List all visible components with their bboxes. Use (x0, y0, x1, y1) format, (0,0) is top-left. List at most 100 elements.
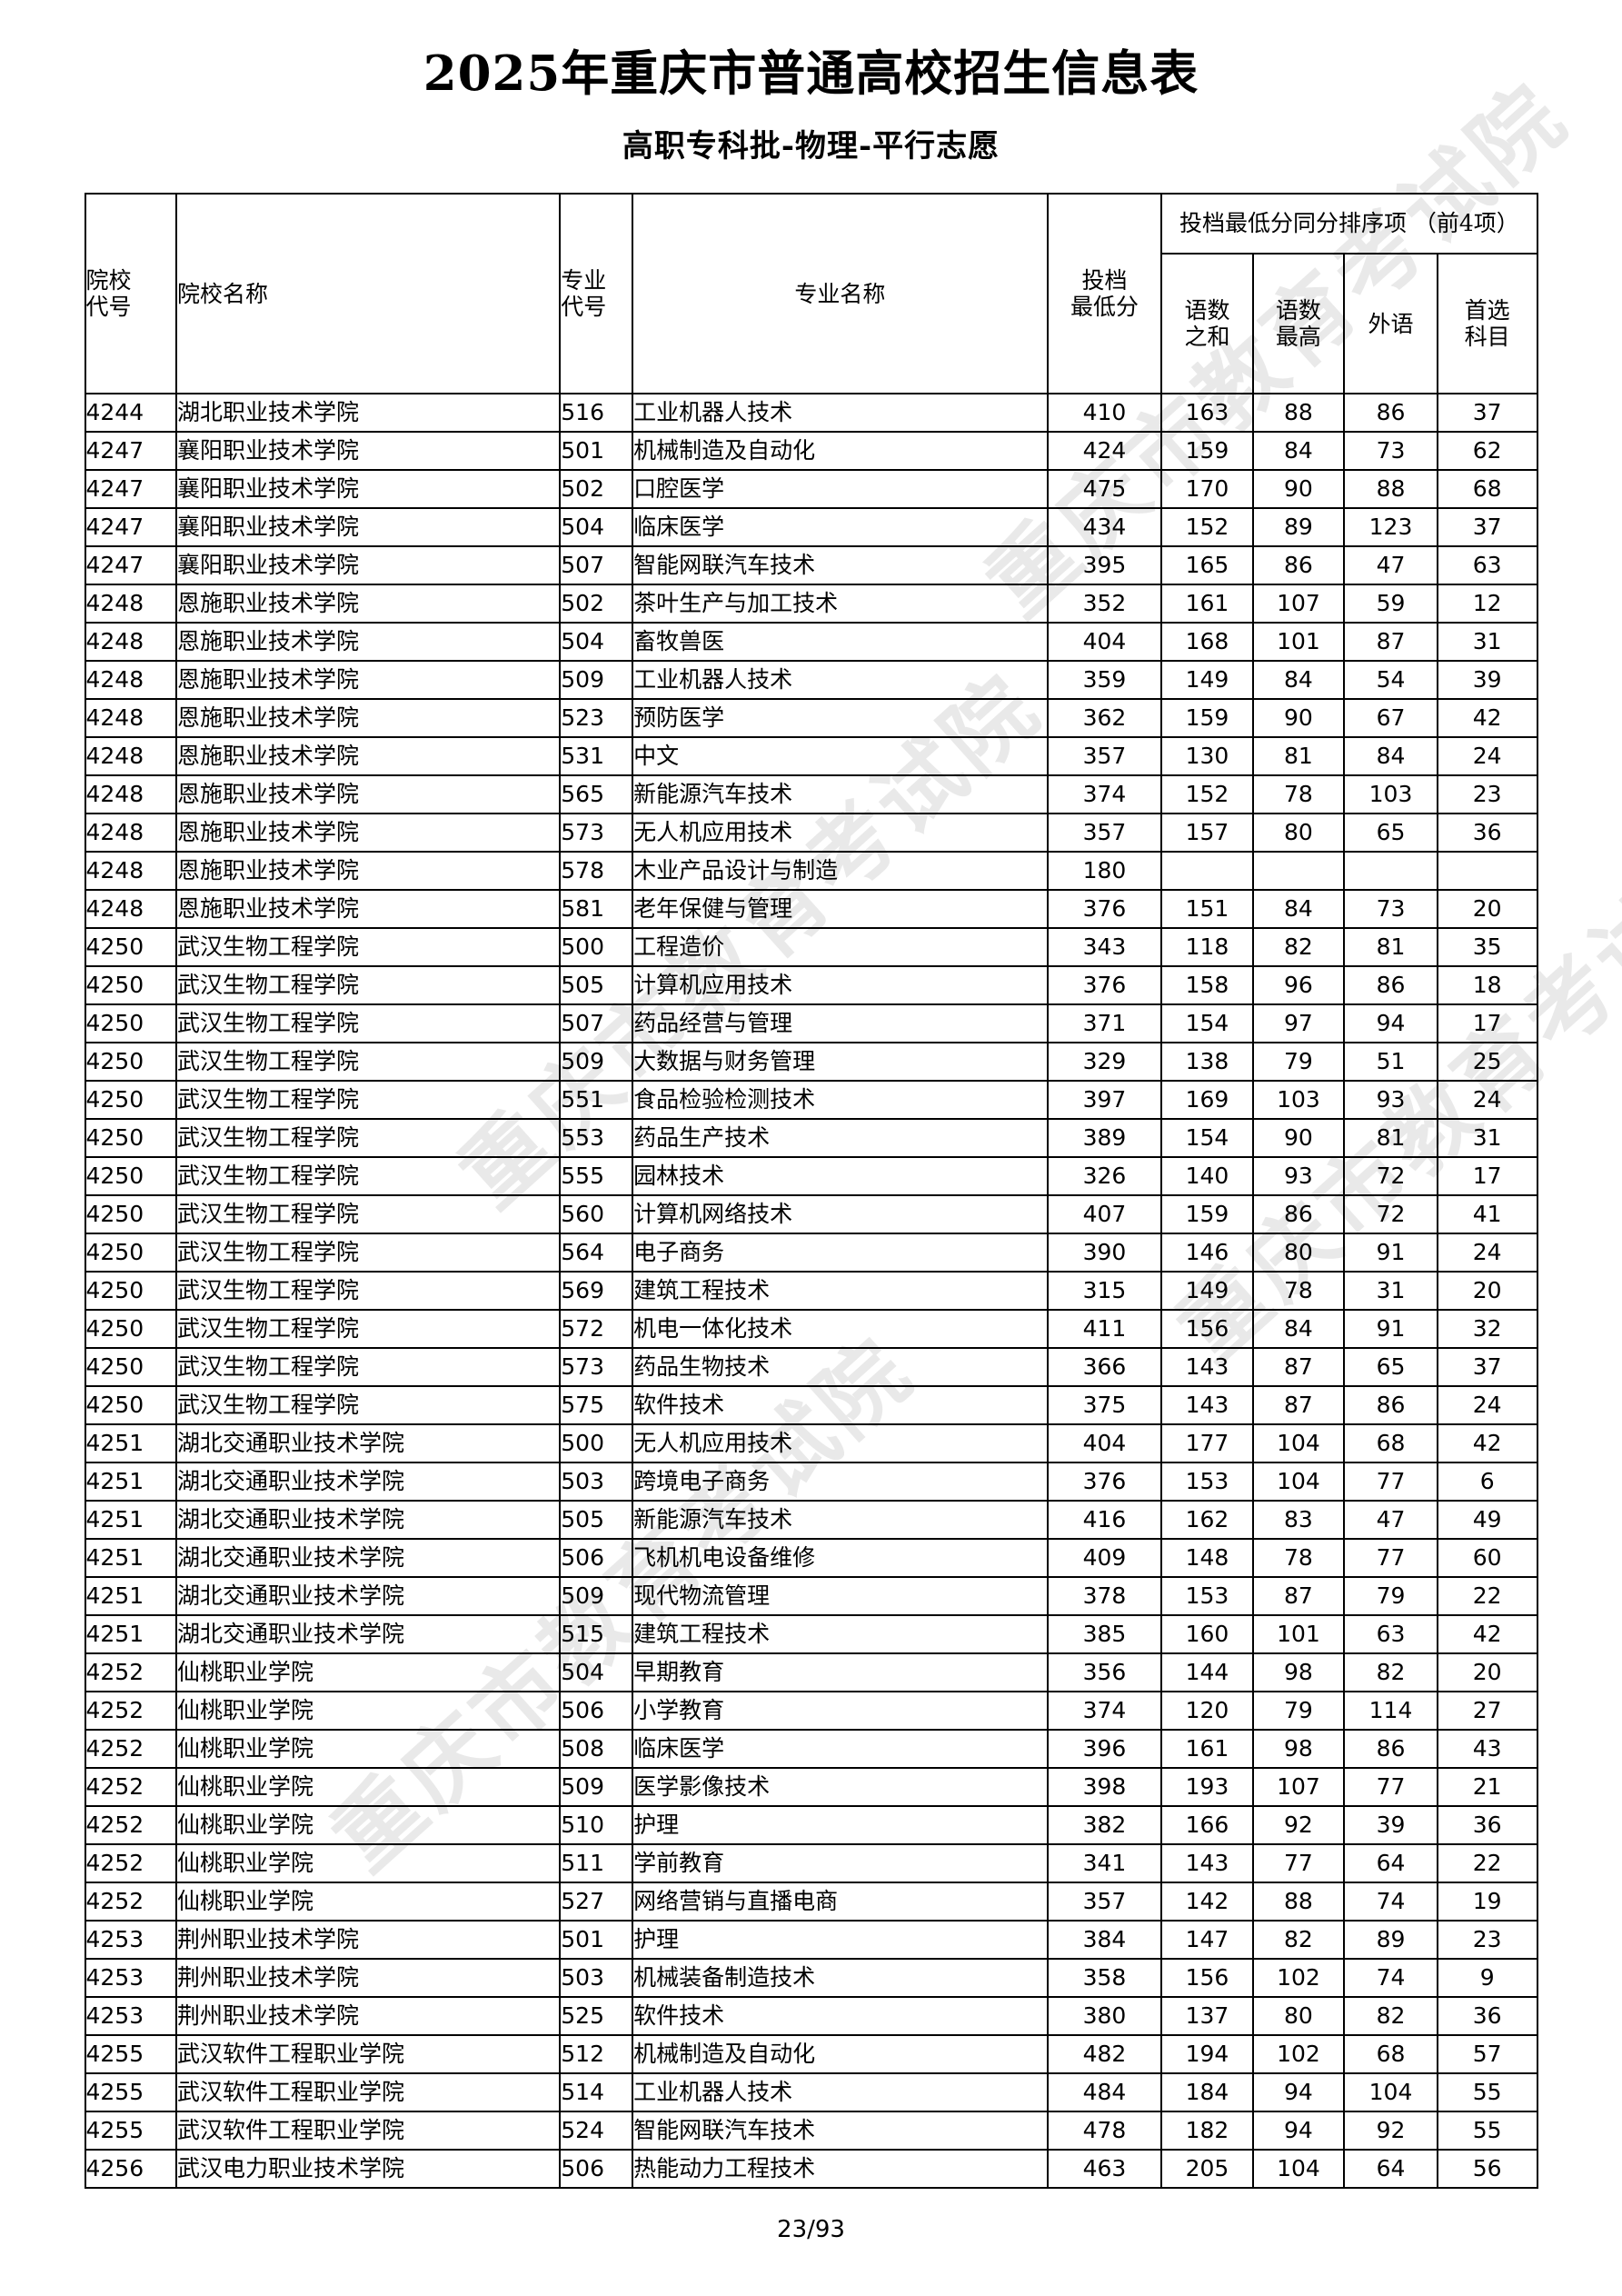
cell-min-score: 376 (1046, 889, 1163, 930)
cell-major-code: 504 (559, 507, 634, 548)
cell-min-score: 395 (1046, 545, 1163, 586)
table-row: 4252 仙桃职业学院 527 网络营销与直播电商 357 142 88 74 19 (84, 1882, 1538, 1922)
col-header-tiebreak-1: 语数 之和 (1160, 253, 1254, 395)
table-row: 4251 湖北交通职业技术学院 500 无人机应用技术 404 177 104 68 42 (84, 1423, 1538, 1464)
col-header-major-code-line1: 专业 (561, 266, 607, 294)
cell-min-score: 357 (1046, 813, 1163, 854)
cell-tiebreak-3: 84 (1343, 736, 1438, 777)
table-row: 4250 武汉生物工程学院 507 药品经营与管理 371 154 97 94 17 (84, 1003, 1538, 1044)
cell-major-name: 预防医学 (632, 698, 1049, 739)
cell-tiebreak-3: 65 (1343, 1347, 1438, 1388)
cell-school-name: 湖北交通职业技术学院 (174, 1500, 562, 1541)
cell-tiebreak-2: 84 (1251, 889, 1346, 930)
cell-tiebreak-1: 163 (1160, 393, 1254, 434)
cell-tiebreak-3: 73 (1343, 889, 1438, 930)
cell-tiebreak-3: 86 (1343, 965, 1438, 1006)
cell-min-score: 409 (1046, 1538, 1163, 1579)
cell-tiebreak-3: 77 (1343, 1767, 1438, 1808)
table-row: 4247 襄阳职业技术学院 507 智能网联汽车技术 395 165 86 47 63 (84, 545, 1538, 586)
cell-school-name: 襄阳职业技术学院 (174, 469, 562, 510)
table-row: 4247 襄阳职业技术学院 502 口腔医学 475 170 90 88 68 (84, 469, 1538, 510)
cell-tiebreak-1: 194 (1160, 2034, 1254, 2075)
cell-tiebreak-4: 9 (1436, 1958, 1538, 1999)
table-row: 4250 武汉生物工程学院 509 大数据与财务管理 329 138 79 51 25 (84, 1042, 1538, 1083)
cell-min-score: 329 (1046, 1042, 1163, 1083)
cell-tiebreak-4: 6 (1436, 1462, 1538, 1502)
cell-major-code: 506 (559, 1691, 634, 1732)
table-row: 4248 恩施职业技术学院 502 茶叶生产与加工技术 352 161 107 59 12 (84, 584, 1538, 624)
cell-tiebreak-1: 168 (1160, 622, 1254, 663)
cell-tiebreak-4: 20 (1436, 889, 1538, 930)
cell-school-code: 4248 (84, 851, 177, 892)
cell-tiebreak-3: 65 (1343, 813, 1438, 854)
cell-school-name: 武汉生物工程学院 (174, 1347, 562, 1388)
cell-tiebreak-1: 120 (1160, 1691, 1254, 1732)
table-row: 4253 荆州职业技术学院 503 机械装备制造技术 358 156 102 74 9 (84, 1958, 1538, 1999)
cell-school-code: 4253 (84, 1996, 177, 2037)
cell-tiebreak-1: 154 (1160, 1118, 1254, 1159)
table-header: 院校 代号 院校名称 专业 代号 专业名称 投档 最低分 投档最低分同分排序项 (84, 193, 1538, 395)
cell-major-code: 578 (559, 851, 634, 892)
table-row: 4250 武汉生物工程学院 560 计算机网络技术 407 159 86 72 41 (84, 1194, 1538, 1235)
cell-tiebreak-1: 130 (1160, 736, 1254, 777)
col-header-tiebreak-4: 首选 科目 (1436, 253, 1538, 395)
cell-tiebreak-3: 104 (1343, 2072, 1438, 2113)
cell-major-name: 软件技术 (632, 1996, 1049, 2037)
cell-tiebreak-2: 94 (1251, 2111, 1346, 2151)
cell-tiebreak-1: 159 (1160, 698, 1254, 739)
cell-major-name: 计算机网络技术 (632, 1194, 1049, 1235)
cell-tiebreak-4: 19 (1436, 1882, 1538, 1922)
cell-school-name: 恩施职业技术学院 (174, 774, 562, 815)
cell-tiebreak-4: 68 (1436, 469, 1538, 510)
cell-major-code: 575 (559, 1385, 634, 1426)
cell-major-name: 畜牧兽医 (632, 622, 1049, 663)
cell-tiebreak-3: 86 (1343, 1385, 1438, 1426)
cell-min-score: 404 (1046, 622, 1163, 663)
cell-major-code: 581 (559, 889, 634, 930)
cell-tiebreak-4: 23 (1436, 1920, 1538, 1961)
cell-school-code: 4252 (84, 1843, 177, 1884)
cell-tiebreak-3: 72 (1343, 1194, 1438, 1235)
cell-major-code: 524 (559, 2111, 634, 2151)
cell-tiebreak-3: 74 (1343, 1882, 1438, 1922)
cell-tiebreak-4: 39 (1436, 660, 1538, 701)
cell-tiebreak-4: 31 (1436, 1118, 1538, 1159)
cell-school-name: 武汉电力职业技术学院 (174, 2149, 562, 2190)
cell-major-name: 工业机器人技术 (632, 660, 1049, 701)
table-row: 4251 湖北交通职业技术学院 509 现代物流管理 378 153 87 79 22 (84, 1576, 1538, 1617)
cell-tiebreak-4: 36 (1436, 1805, 1538, 1846)
cell-min-score: 341 (1046, 1843, 1163, 1884)
cell-school-code: 4251 (84, 1614, 177, 1655)
col-header-school-code-line1: 院校 (85, 266, 132, 294)
cell-min-score: 315 (1046, 1271, 1163, 1312)
cell-school-name: 武汉生物工程学院 (174, 1194, 562, 1235)
cell-tiebreak-1: 153 (1160, 1576, 1254, 1617)
cell-min-score: 463 (1046, 2149, 1163, 2190)
table-row: 4251 湖北交通职业技术学院 505 新能源汽车技术 416 162 83 47 49 (84, 1500, 1538, 1541)
col-header-tiebreak-1-line1: 语数 (1184, 296, 1230, 324)
table-row: 4250 武汉生物工程学院 572 机电一体化技术 411 156 84 91 32 (84, 1309, 1538, 1350)
cell-tiebreak-2: 78 (1251, 1271, 1346, 1312)
cell-tiebreak-2: 107 (1251, 1767, 1346, 1808)
cell-major-name: 现代物流管理 (632, 1576, 1049, 1617)
cell-school-name: 湖北职业技术学院 (174, 393, 562, 434)
cell-tiebreak-2: 87 (1251, 1385, 1346, 1426)
cell-major-code: 500 (559, 927, 634, 968)
cell-tiebreak-1 (1160, 851, 1254, 892)
cell-tiebreak-3: 77 (1343, 1462, 1438, 1502)
cell-major-code: 569 (559, 1271, 634, 1312)
cell-school-name: 襄阳职业技术学院 (174, 545, 562, 586)
cell-min-score: 475 (1046, 469, 1163, 510)
cell-school-name: 武汉生物工程学院 (174, 1118, 562, 1159)
table-row: 4250 武汉生物工程学院 505 计算机应用技术 376 158 96 86 18 (84, 965, 1538, 1006)
table-row: 4252 仙桃职业学院 509 医学影像技术 398 193 107 77 21 (84, 1767, 1538, 1808)
cell-major-name: 跨境电子商务 (632, 1462, 1049, 1502)
cell-school-code: 4255 (84, 2072, 177, 2113)
cell-tiebreak-4: 24 (1436, 1080, 1538, 1121)
cell-school-code: 4252 (84, 1691, 177, 1732)
cell-school-code: 4252 (84, 1767, 177, 1808)
cell-major-code: 505 (559, 1500, 634, 1541)
cell-tiebreak-2 (1251, 851, 1346, 892)
cell-school-code: 4256 (84, 2149, 177, 2190)
table-row: 4247 襄阳职业技术学院 504 临床医学 434 152 89 123 37 (84, 507, 1538, 548)
